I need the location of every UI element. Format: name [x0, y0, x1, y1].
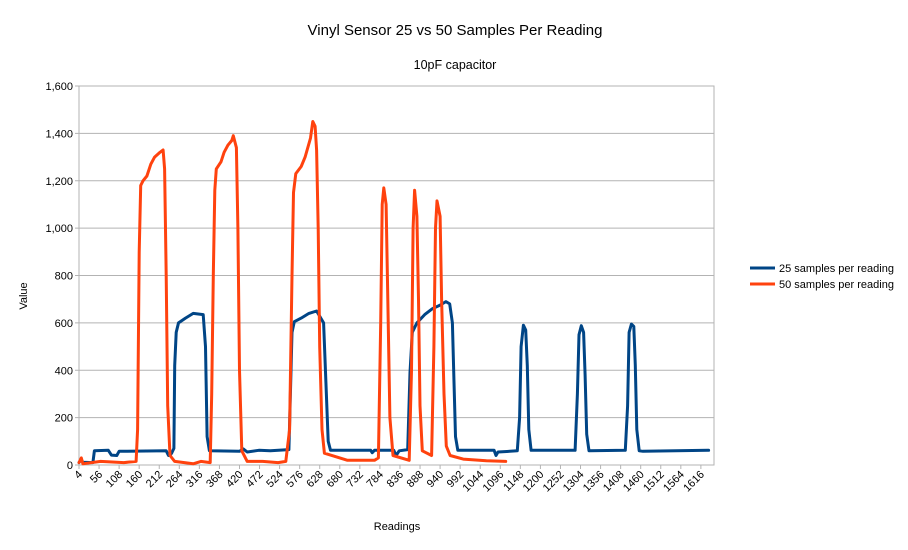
x-axis: 4 561081602122643163684204725245766286807… — [72, 465, 707, 494]
y-axis-label: Value — [18, 282, 30, 309]
x-tick-label: 1616 — [681, 469, 707, 495]
series-line-2 — [77, 120, 508, 466]
x-tick-label: 1044 — [461, 469, 487, 495]
x-tick-label: 1200 — [521, 469, 547, 495]
x-tick-label: 108 — [104, 469, 125, 490]
legend-label-1: 25 samples per reading — [779, 263, 894, 275]
x-tick-label: 56 — [88, 469, 105, 486]
x-tick-label: 212 — [144, 469, 165, 490]
x-tick-label: 628 — [304, 469, 325, 490]
legend-label-2: 50 samples per reading — [779, 279, 894, 291]
chart-title: Vinyl Sensor 25 vs 50 Samples Per Readin… — [308, 22, 603, 39]
x-tick-label: 264 — [164, 469, 185, 490]
y-tick-label: 800 — [55, 271, 73, 283]
x-tick-label: 1564 — [661, 469, 687, 495]
y-axis: 0 200 400 600 800 1,000 1,200 1,400 1,600 — [45, 81, 79, 472]
x-tick-label: 160 — [124, 469, 145, 490]
y-tick-label: 200 — [55, 413, 73, 425]
y-tick-label: 1,400 — [45, 128, 73, 140]
x-tick-label: 1304 — [561, 469, 587, 495]
x-tick-label: 1356 — [581, 469, 607, 495]
x-tick-label: 1096 — [481, 469, 507, 495]
y-tick-label: 0 — [67, 460, 73, 472]
x-tick-label: 732 — [345, 469, 366, 490]
x-tick-label: 1252 — [541, 469, 567, 495]
x-tick-label: 524 — [264, 469, 285, 490]
legend: 25 samples per reading 50 samples per rea… — [750, 263, 894, 291]
x-axis-label: Readings — [374, 521, 421, 533]
y-tick-label: 400 — [55, 365, 73, 377]
x-tick-label: 1460 — [621, 469, 647, 495]
x-tick-label: 1408 — [601, 469, 627, 495]
chart-subtitle: 10pF capacitor — [414, 58, 497, 72]
x-tick-label: 1512 — [641, 469, 667, 495]
x-tick-label: 4 — [72, 469, 85, 482]
x-tick-label: 680 — [324, 469, 345, 490]
x-tick-label: 368 — [204, 469, 225, 490]
y-tick-label: 1,600 — [45, 81, 73, 93]
x-tick-label: 576 — [284, 469, 305, 490]
x-tick-label: 316 — [184, 469, 205, 490]
y-tick-label: 600 — [55, 318, 73, 330]
series-line-1 — [77, 300, 711, 465]
series-group — [77, 120, 711, 466]
x-tick-label: 420 — [224, 469, 245, 490]
x-tick-label: 940 — [425, 469, 446, 490]
x-tick-label: 836 — [385, 469, 406, 490]
y-tick-label: 1,000 — [45, 223, 73, 235]
y-tick-label: 1,200 — [45, 176, 73, 188]
x-tick-label: 472 — [244, 469, 265, 490]
x-tick-label: 784 — [365, 469, 386, 490]
x-tick-label: 1148 — [501, 469, 526, 494]
x-tick-label: 888 — [405, 469, 426, 490]
